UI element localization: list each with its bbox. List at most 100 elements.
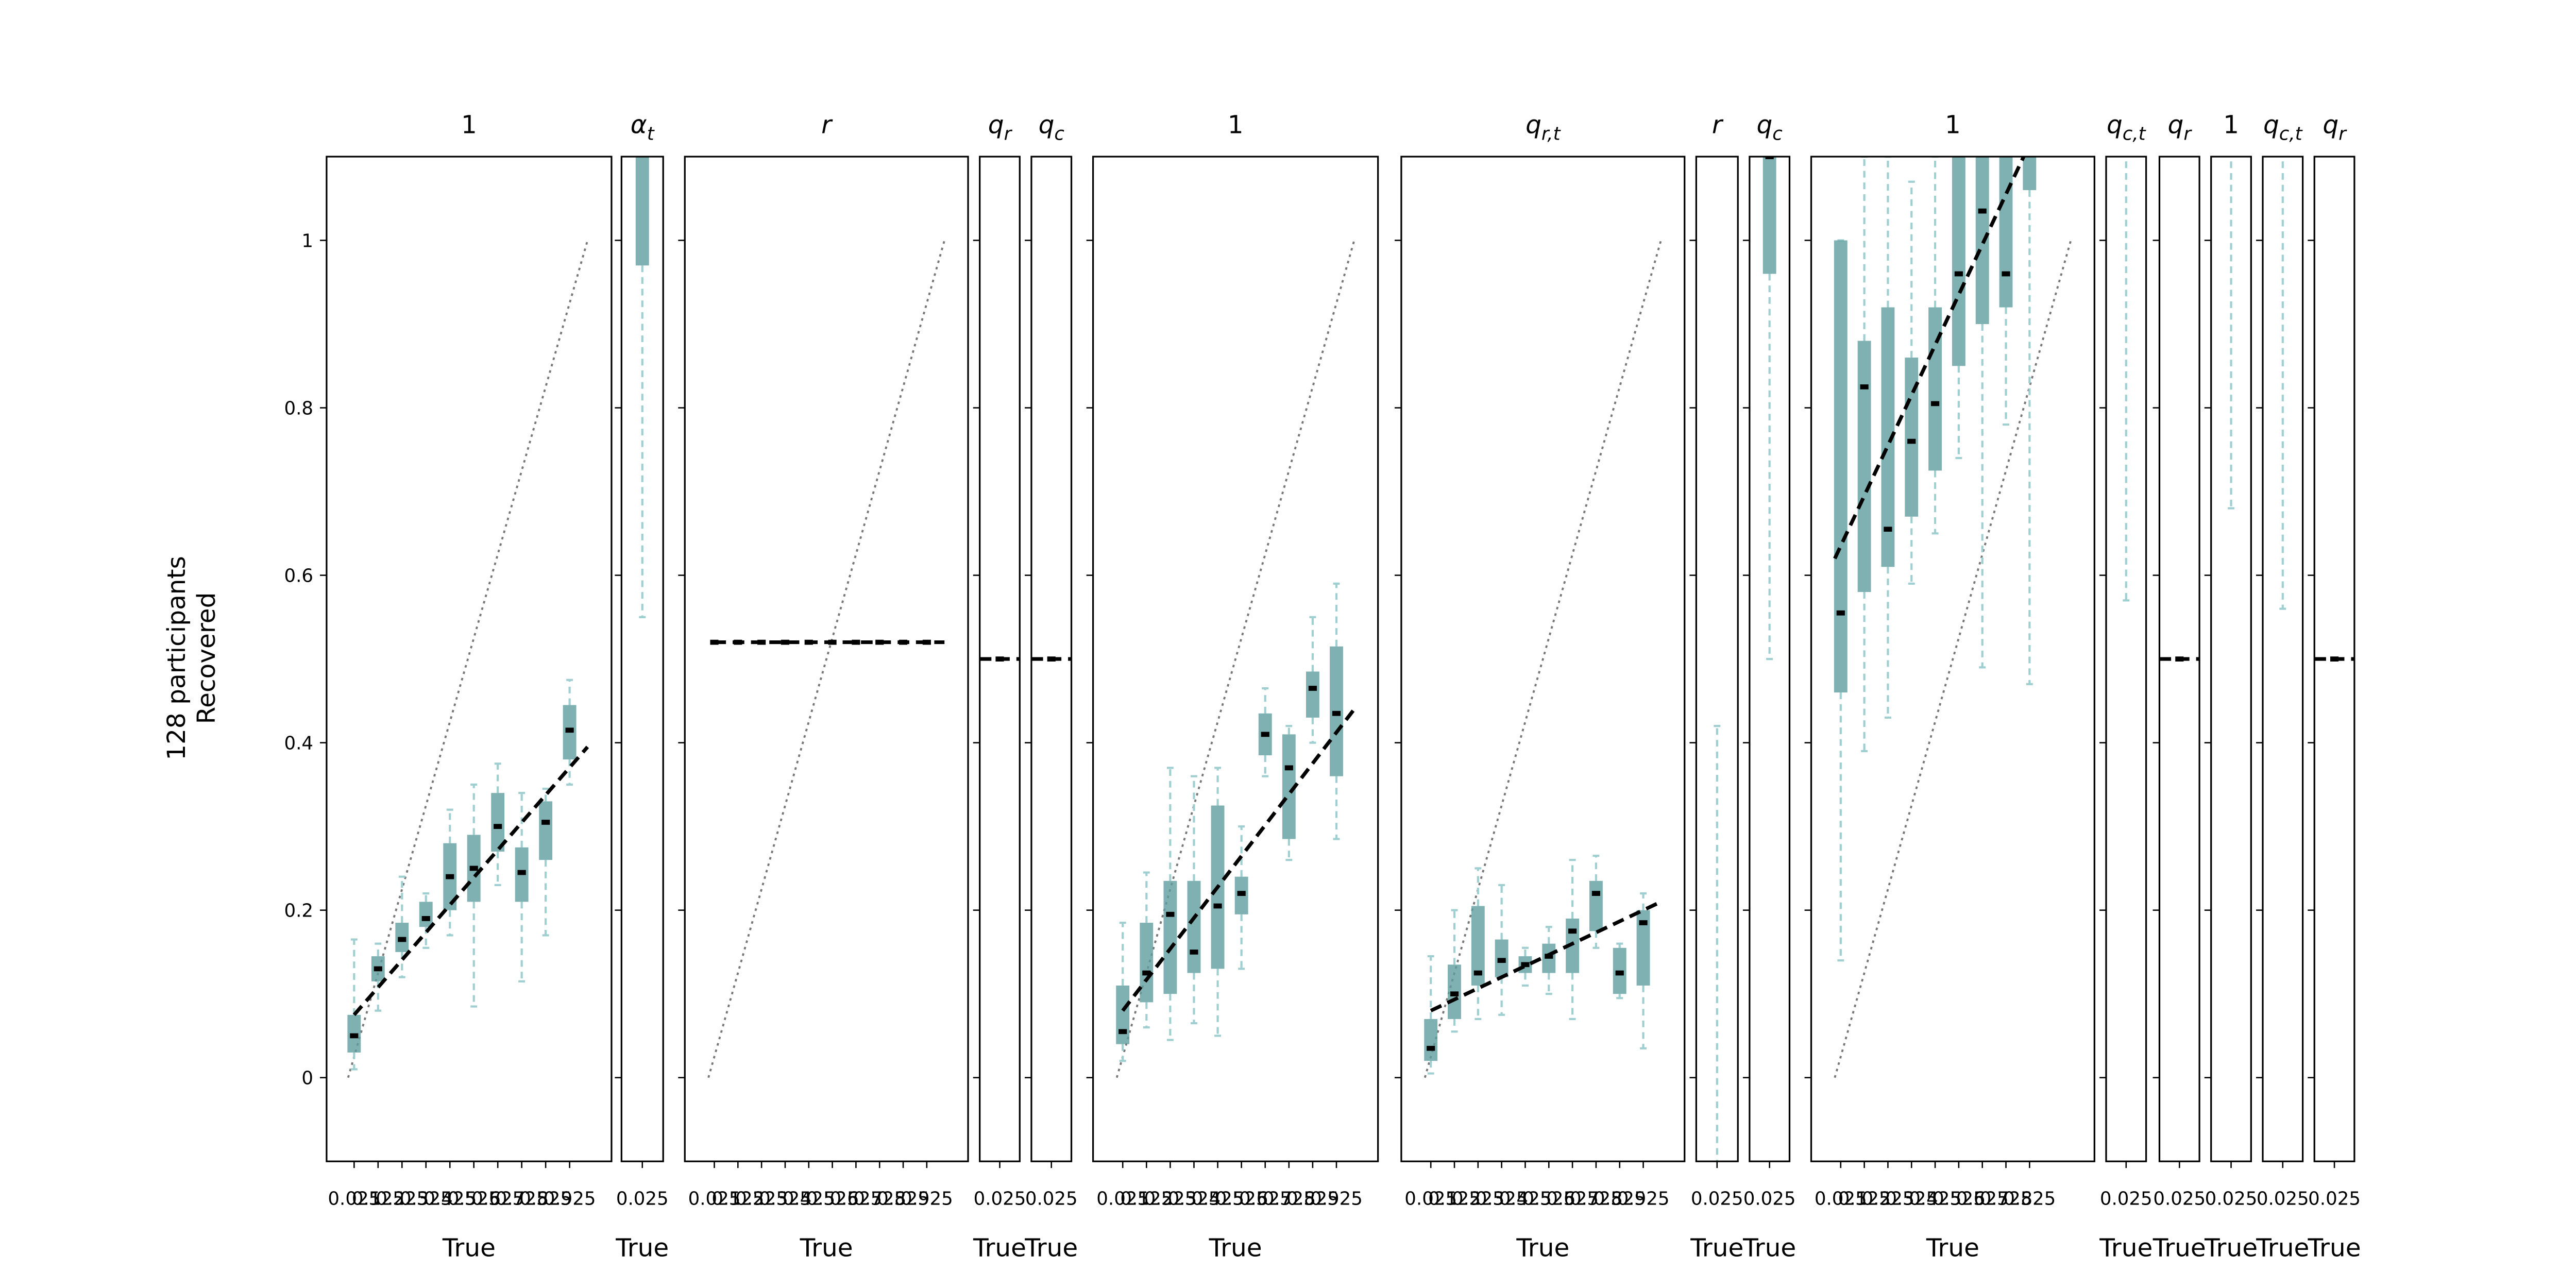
x-label: True <box>2308 1234 2361 1263</box>
x-tick-label: 0.825 <box>2003 1188 2056 1209</box>
panel-frame <box>1400 156 1686 1162</box>
x-label: True <box>800 1234 853 1263</box>
x-tick-label: 0.625 <box>471 1188 524 1209</box>
y-tick-label: 0.8 <box>284 398 313 419</box>
x-tick-label: 0.225 <box>376 1188 428 1209</box>
panel-title: qr <box>988 111 1013 145</box>
fit-line <box>352 745 589 1016</box>
x-tick-label: 0.325 <box>1476 1188 1528 1209</box>
x-tick-label: 0.225 <box>1144 1188 1196 1209</box>
panel-frame <box>979 156 1021 1162</box>
box <box>491 793 505 852</box>
x-tick-label: 0.025 <box>2100 1188 2153 1209</box>
x-tick-label: 0.125 <box>711 1188 764 1209</box>
x-tick-label: 0.325 <box>400 1188 452 1209</box>
title-main: 1 <box>1945 111 1961 140</box>
panel-title: αt <box>631 111 655 145</box>
x-tick-label: 0.425 <box>1192 1188 1244 1209</box>
panel-frame <box>2262 156 2304 1162</box>
title-main: r <box>1712 111 1724 140</box>
panel <box>1833 157 2072 1078</box>
x-label: True <box>2204 1234 2258 1263</box>
y-label-line: Recovered <box>192 592 221 724</box>
x-tick-label: 0.325 <box>1168 1188 1221 1209</box>
box <box>1140 923 1154 1003</box>
title-main: q <box>1756 111 1772 140</box>
title-sub: r <box>2183 124 2192 145</box>
x-tick-label: 0.525 <box>1933 1188 1985 1209</box>
box <box>1762 157 1776 274</box>
x-label: True <box>1690 1234 1743 1263</box>
x-tick-label: 0.925 <box>544 1188 596 1209</box>
y-tick-label: 0.2 <box>284 901 313 922</box>
identity-line <box>1115 240 1355 1078</box>
x-tick-label: 0.525 <box>806 1188 859 1209</box>
identity-line <box>707 240 946 1078</box>
panel <box>2120 0 2133 602</box>
x-tick-label: 0.225 <box>1862 1188 1914 1209</box>
title-main: q <box>2168 111 2184 140</box>
title-sub: c <box>1772 124 1783 145</box>
box <box>1163 880 1177 994</box>
x-tick-label: 0.025 <box>2153 1188 2206 1209</box>
x-tick-label: 0.025 <box>688 1188 741 1209</box>
panel-frame <box>2313 156 2355 1162</box>
panel <box>1423 240 1662 1078</box>
box <box>1424 1019 1438 1061</box>
x-tick-label: 0.025 <box>1025 1188 1078 1209</box>
x-tick-label: 0.025 <box>1404 1188 1457 1209</box>
x-tick-label: 0.325 <box>759 1188 811 1209</box>
title-main: q <box>2323 111 2338 140</box>
title-main: q <box>1039 111 1055 140</box>
x-tick-label: 0.825 <box>1594 1188 1646 1209</box>
x-tick-label: 0.025 <box>2205 1188 2258 1209</box>
panel-title: 1 <box>461 111 477 140</box>
box <box>1589 880 1603 931</box>
box <box>2225 0 2238 115</box>
x-tick-label: 0.725 <box>1570 1188 1622 1209</box>
box <box>1116 985 1130 1044</box>
panel <box>1714 725 1721 1162</box>
panel-title: r <box>821 111 833 140</box>
title-main: α <box>631 111 647 140</box>
x-tick-label: 0.225 <box>1452 1188 1504 1209</box>
title-sub: r <box>1004 124 1013 145</box>
box <box>539 801 553 860</box>
panel <box>347 240 589 1078</box>
x-tick-label: 0.125 <box>352 1188 404 1209</box>
x-tick-label: 0.625 <box>1239 1188 1292 1209</box>
panel <box>2279 157 2286 610</box>
x-tick-label: 0.725 <box>853 1188 906 1209</box>
x-tick-label: 0.925 <box>901 1188 953 1209</box>
x-label: True <box>1024 1234 1078 1263</box>
panel-title: qc,t <box>2263 111 2303 145</box>
x-tick-label: 0.225 <box>735 1188 788 1209</box>
x-tick-label: 0.125 <box>1428 1188 1481 1209</box>
identity-line <box>347 240 589 1078</box>
x-tick-label: 0.425 <box>423 1188 476 1209</box>
panel-frame <box>2158 156 2200 1162</box>
x-tick-label: 0.725 <box>1263 1188 1315 1209</box>
panel-frame <box>1030 156 1073 1162</box>
x-tick-label: 0.425 <box>1909 1188 1961 1209</box>
panel-title: r <box>1712 111 1724 140</box>
title-main: 1 <box>461 111 477 140</box>
x-label: True <box>442 1234 496 1263</box>
x-tick-label: 0.025 <box>328 1188 380 1209</box>
x-tick-label: 0.525 <box>1215 1188 1268 1209</box>
x-tick-label: 0.425 <box>783 1188 835 1209</box>
y-tick-label: 0 <box>301 1068 313 1089</box>
y-label: 128 participants Recovered <box>162 556 221 760</box>
box <box>2023 157 2037 191</box>
box <box>2120 0 2133 115</box>
title-main: q <box>1526 111 1541 140</box>
panel-title: qr,t <box>1526 111 1561 145</box>
box <box>1857 341 1871 592</box>
box <box>1952 157 1965 366</box>
title-sub: c,t <box>2123 124 2147 145</box>
x-tick-label: 0.625 <box>1956 1188 2009 1209</box>
y-label-line: 128 participants <box>162 556 191 760</box>
title-main: q <box>2107 111 2123 140</box>
x-tick-label: 0.825 <box>877 1188 929 1209</box>
panel <box>1762 157 1776 660</box>
